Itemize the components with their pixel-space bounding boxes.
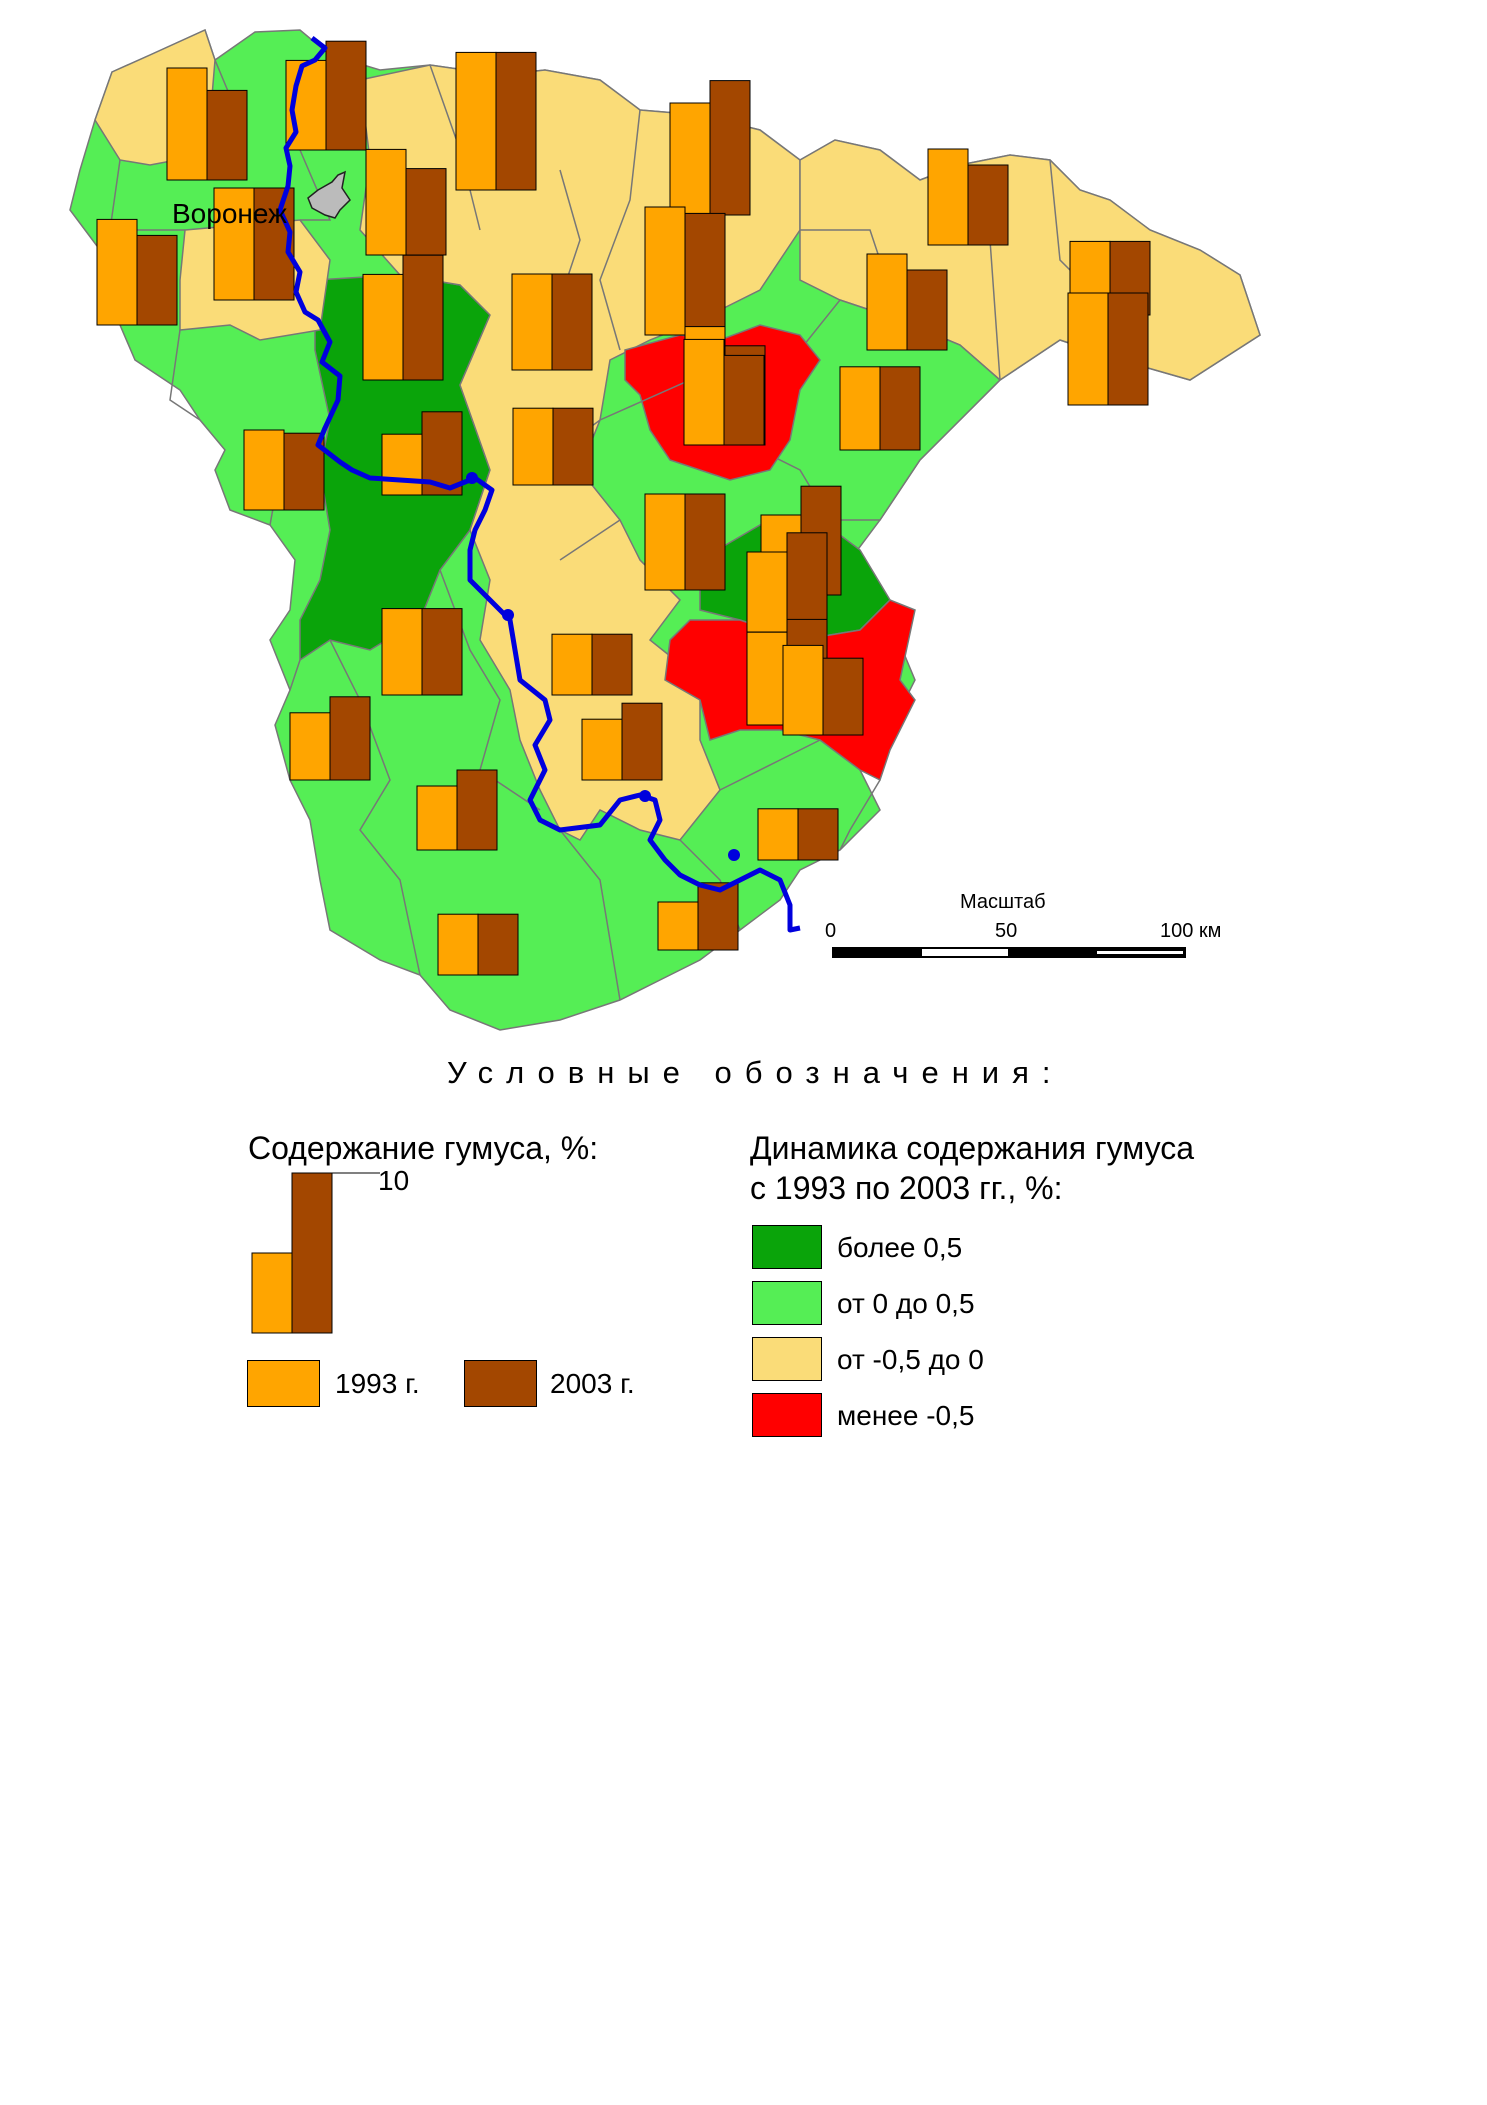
swatch-2003 <box>464 1360 537 1407</box>
swatch-0-to-0-5 <box>752 1281 822 1325</box>
bar-1993 <box>166 67 208 181</box>
bar-2003 <box>552 407 594 486</box>
bar-1993 <box>581 718 623 781</box>
bar-1993 <box>644 206 686 336</box>
bar-2003 <box>329 696 371 781</box>
scale-segment <box>1097 951 1183 954</box>
bar-1993 <box>782 644 824 736</box>
swatch-minus-0-5-to-0 <box>752 1337 822 1381</box>
bar-1993 <box>551 633 593 696</box>
bar-2003 <box>709 80 751 216</box>
label-2003: 2003 г. <box>550 1368 635 1399</box>
bar-1993 <box>381 608 423 696</box>
scale-tick-0: 0 <box>825 920 836 942</box>
bar-2003 <box>822 657 864 736</box>
bar-1993 <box>1067 292 1109 406</box>
bar-2003 <box>551 273 593 371</box>
river-dot <box>466 472 478 484</box>
bar-2003 <box>477 913 519 976</box>
bar-1993 <box>511 273 553 371</box>
bar-2003 <box>206 89 248 181</box>
sample-bar-1993 <box>251 1252 293 1334</box>
river-dots <box>466 472 740 861</box>
bar-2003 <box>456 769 498 851</box>
bar-1993 <box>213 187 255 301</box>
bar-2003 <box>621 702 663 781</box>
bar-2003 <box>697 882 739 951</box>
don-river <box>277 36 801 933</box>
bar-1993 <box>243 429 285 511</box>
bar-2003 <box>1107 292 1149 406</box>
bar-2003 <box>405 168 447 256</box>
humus-scale-value: 10 <box>378 1165 410 1196</box>
scale-segment <box>832 947 922 958</box>
bar-1993 <box>746 551 788 633</box>
district-map: Воронеж Масштаб 0 50 100 км <box>69 28 1261 1031</box>
bar-1993 <box>437 913 479 976</box>
bar-1993 <box>362 273 404 381</box>
bar-1993 <box>746 631 788 726</box>
humus-legend-sample <box>251 1172 380 1334</box>
bar-1993 <box>96 218 138 326</box>
bar-2003 <box>495 51 537 191</box>
river-dot <box>639 790 651 802</box>
bar-2003 <box>906 269 948 351</box>
bar-2003 <box>684 212 726 336</box>
bar-2003 <box>684 493 726 591</box>
scale-segment <box>920 947 1010 958</box>
bar-2003 <box>136 234 178 326</box>
class-label-0-to-0-5: от 0 до 0,5 <box>837 1288 975 1319</box>
scale-tick-50: 50 <box>995 920 1017 942</box>
scale-tick-100: 100 км <box>1160 920 1221 942</box>
swatch-less-minus-0-5 <box>752 1393 822 1437</box>
dynamics-legend-title-line2: с 1993 по 2003 гг., %: <box>750 1170 1063 1206</box>
bar-2003 <box>879 366 921 451</box>
bar-2003 <box>967 164 1009 246</box>
river-dot <box>502 609 514 621</box>
bar-1993 <box>683 338 725 446</box>
bar-2003 <box>786 532 828 633</box>
class-label-less-minus-0-5: менее -0,5 <box>837 1400 975 1431</box>
bar-1993 <box>669 102 711 216</box>
swatch-1993 <box>247 1360 320 1407</box>
river-dot <box>728 849 740 861</box>
bar-symbols <box>96 40 1151 976</box>
legend-heading: Условные обозначения: <box>447 1055 1064 1090</box>
bar-1993 <box>866 253 908 351</box>
city-label: Воронеж <box>172 198 287 229</box>
bar-1993 <box>657 901 699 951</box>
bar-1993 <box>512 407 554 486</box>
city-marker <box>307 170 351 219</box>
bar-2003 <box>421 608 463 696</box>
bar-1993 <box>757 808 799 861</box>
bar-2003 <box>325 40 367 151</box>
bar-1993 <box>839 366 881 451</box>
humus-legend-title: Содержание гумуса, %: <box>248 1130 599 1166</box>
class-label-more-0-5: более 0,5 <box>837 1232 963 1263</box>
swatch-more-0-5 <box>752 1225 822 1269</box>
bar-1993 <box>455 51 497 191</box>
bar-1993 <box>416 785 458 851</box>
city-voronezh-area <box>307 170 351 219</box>
bar-1993 <box>289 712 331 781</box>
bar-1993 <box>365 148 407 256</box>
bar-1993 <box>644 493 686 591</box>
bar-2003 <box>591 633 633 696</box>
scale-bar: Масштаб 0 50 100 км <box>825 891 1221 958</box>
bar-2003 <box>723 354 765 446</box>
bar-2003 <box>402 254 444 381</box>
bar-1993 <box>381 433 423 496</box>
class-label-minus-0-5-to-0: от -0,5 до 0 <box>837 1344 984 1375</box>
label-1993: 1993 г. <box>335 1368 420 1399</box>
sample-bar-2003 <box>291 1172 333 1334</box>
bar-2003 <box>797 808 839 861</box>
bar-1993 <box>927 148 969 246</box>
scale-title: Масштаб <box>960 891 1046 913</box>
dynamics-legend-title-line1: Динамика содержания гумуса <box>750 1130 1195 1166</box>
